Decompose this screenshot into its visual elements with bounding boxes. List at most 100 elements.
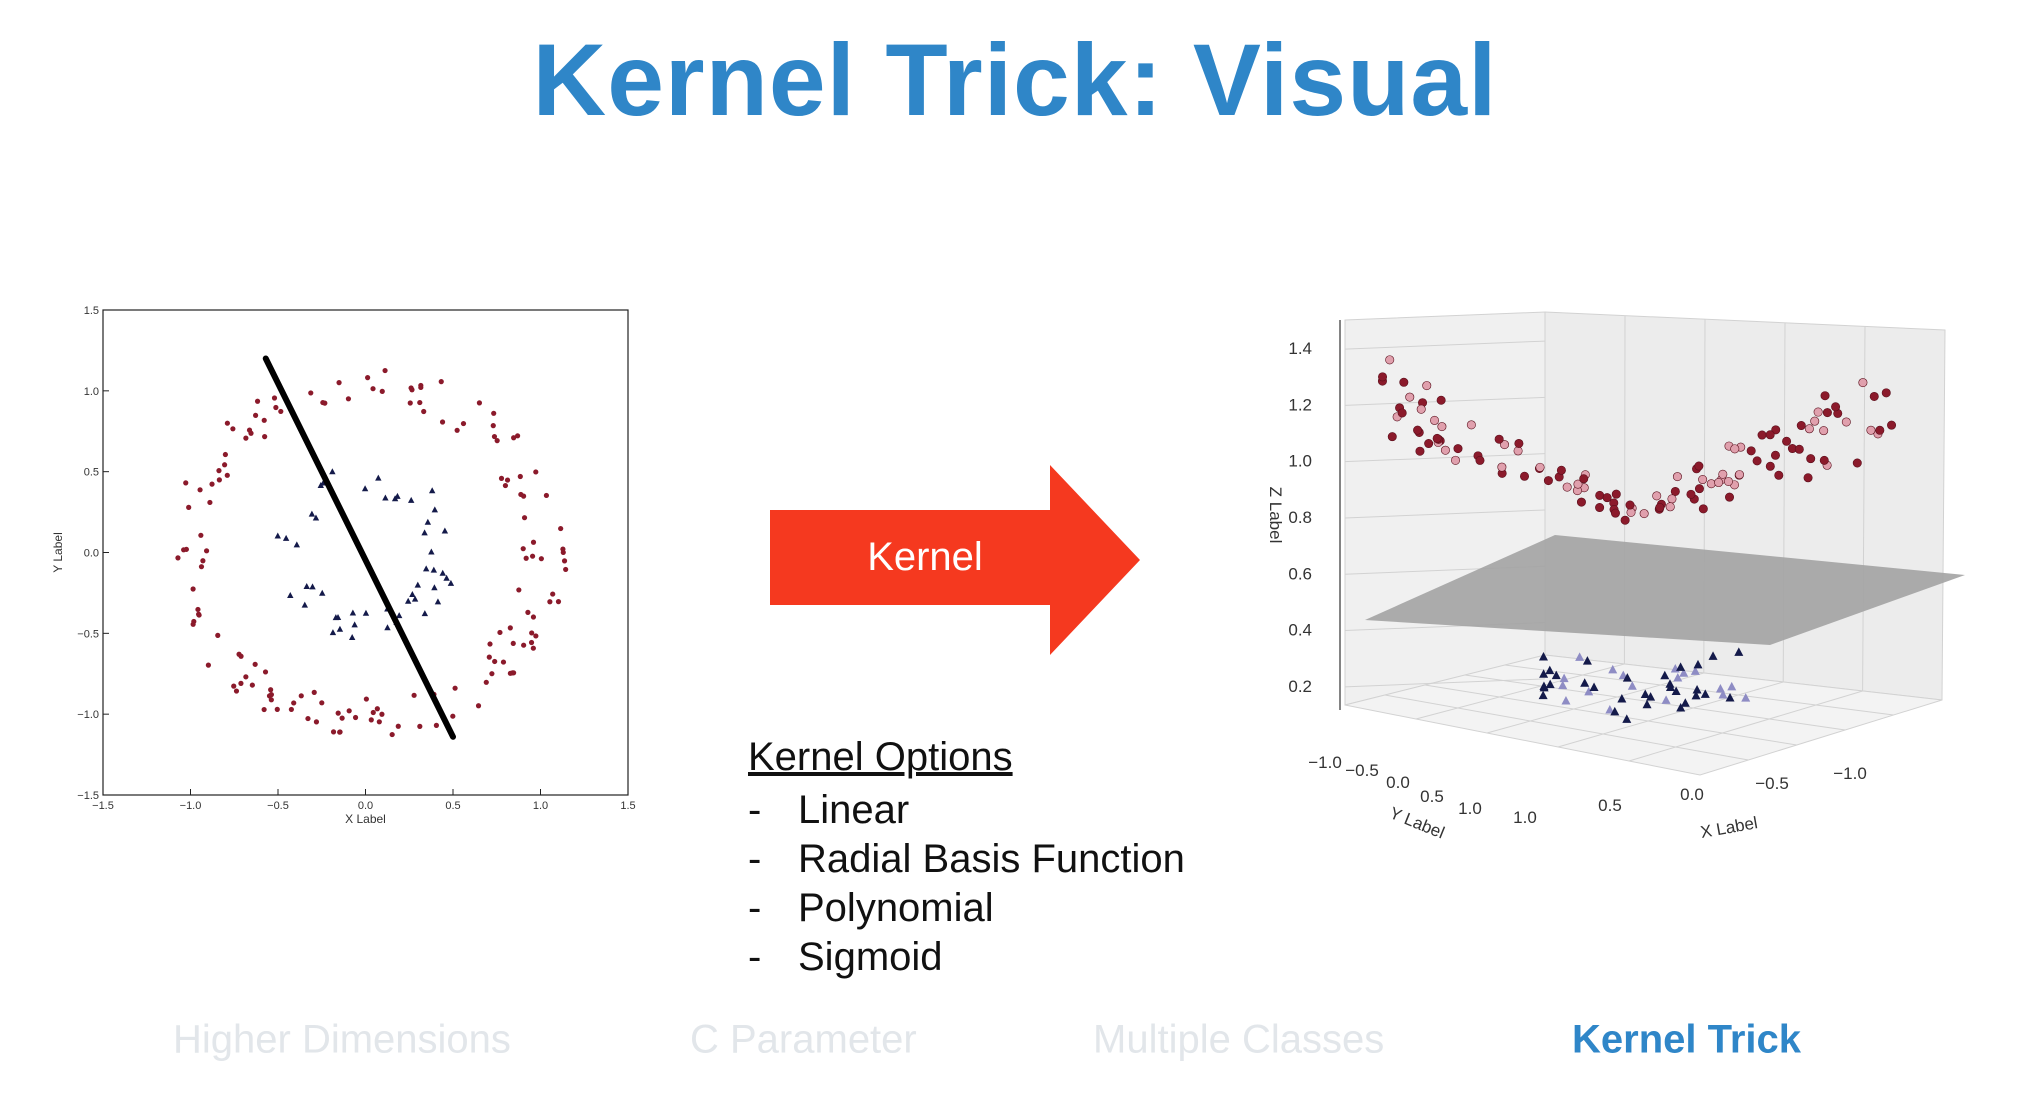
kernel-option-item: - Linear (748, 786, 1185, 835)
upper-point (1620, 515, 1630, 525)
upper-point (1694, 484, 1704, 494)
x-axis-label: X Label (1699, 813, 1759, 842)
x-tick-label: 1.0 (533, 800, 548, 812)
outer-point (339, 715, 345, 721)
inner-point (282, 534, 290, 541)
inner-point (421, 610, 429, 617)
upper-point (1796, 421, 1806, 431)
lower-point (1671, 686, 1681, 695)
y-tick-label: 0.5 (1420, 787, 1444, 806)
upper-point (1625, 500, 1635, 510)
outer-point (320, 399, 326, 406)
lower-point (1617, 693, 1627, 703)
outer-point (520, 546, 526, 552)
outer-point (507, 670, 513, 676)
outer-point (222, 462, 228, 468)
y-tick-label: −0.5 (77, 628, 99, 640)
nav-higher-dimensions[interactable]: Higher Dimensions (173, 1017, 511, 1062)
z-tick-label: 0.4 (1288, 621, 1312, 640)
outer-point (216, 468, 222, 474)
lower-point (1561, 696, 1571, 705)
upper-point (1513, 446, 1523, 456)
upper-point (1725, 492, 1735, 502)
kernel-option-label: Polynomial (798, 886, 994, 930)
inner-point (414, 581, 422, 588)
inner-point (329, 468, 336, 475)
back-wall-left (1344, 311, 1546, 706)
lower-point (1545, 665, 1555, 675)
outer-point (528, 639, 535, 646)
inner-point (336, 625, 344, 632)
outer-point (205, 662, 211, 668)
scatter-2d-chart: −1.5 −1.0 −0.5 0.0 0.5 1.0 1.5 −1.5 −1.0 −0.5 0.0 0… (51, 305, 636, 826)
outer-point (407, 400, 413, 406)
lower-point (1589, 682, 1599, 691)
z-grid-line (1344, 453, 1546, 463)
outer-point (379, 711, 385, 717)
lower-point (1558, 680, 1568, 690)
z-tick-label: 1.4 (1288, 339, 1312, 358)
outer-point (491, 410, 497, 416)
outer-point (494, 437, 500, 444)
inner-point (411, 595, 419, 602)
lower-point (1640, 689, 1650, 699)
inner-point (287, 592, 294, 599)
inner-point (428, 548, 435, 555)
upper-point (1841, 417, 1851, 427)
separating-plane (1365, 535, 1965, 645)
outer-point (561, 558, 568, 564)
upper-point (1475, 455, 1485, 465)
outer-point (517, 473, 523, 480)
lower-point (1646, 692, 1656, 701)
inner-point (361, 485, 369, 492)
outer-point (511, 435, 517, 441)
outer-point (305, 715, 311, 722)
nav-multiple-classes[interactable]: Multiple Classes (1093, 1017, 1385, 1062)
nav-c-parameter[interactable]: C Parameter (690, 1017, 917, 1062)
upper-point (1810, 416, 1820, 426)
outer-point (450, 713, 456, 719)
upper-point (1440, 445, 1450, 455)
upper-point (1746, 446, 1756, 456)
outer-point (376, 719, 382, 725)
outer-point (298, 693, 304, 699)
outer-point (243, 674, 249, 680)
outer-point (336, 380, 342, 386)
lower-point (1622, 714, 1632, 723)
x-tick-label: −1.5 (92, 800, 114, 812)
inner-point (375, 474, 382, 481)
outer-point (209, 481, 215, 487)
upper-point (1875, 425, 1885, 435)
outer-point (190, 586, 196, 592)
grid-line (1862, 326, 1866, 692)
lower-point (1715, 683, 1725, 693)
outer-point (483, 679, 489, 685)
lower-point (1676, 662, 1686, 671)
lower-point (1622, 673, 1632, 682)
x-tick-label: 0.0 (1680, 785, 1704, 804)
inner-point (351, 621, 358, 628)
grid-line (1628, 690, 1863, 762)
upper-point (1730, 444, 1740, 454)
lower-point (1665, 679, 1675, 688)
nav-kernel-trick[interactable]: Kernel Trick (1572, 1017, 1802, 1062)
outer-point (261, 417, 267, 423)
x-tick-label: −1.0 (1833, 764, 1867, 783)
inner-point (349, 609, 357, 616)
upper-point (1436, 395, 1446, 405)
outer-point (252, 412, 259, 418)
lower-point (1660, 670, 1670, 680)
outer-point (203, 548, 210, 554)
outer-point (547, 599, 553, 605)
outer-point (417, 723, 423, 729)
inner-point (447, 579, 455, 586)
lower-point (1680, 698, 1690, 707)
lower-point (1708, 651, 1718, 660)
upper-point (1535, 462, 1545, 472)
outer-point (175, 555, 181, 561)
outer-point (337, 729, 343, 735)
outer-point (560, 546, 566, 552)
upper-point (1869, 391, 1879, 401)
upper-point (1752, 456, 1762, 466)
inner-point (443, 574, 450, 581)
